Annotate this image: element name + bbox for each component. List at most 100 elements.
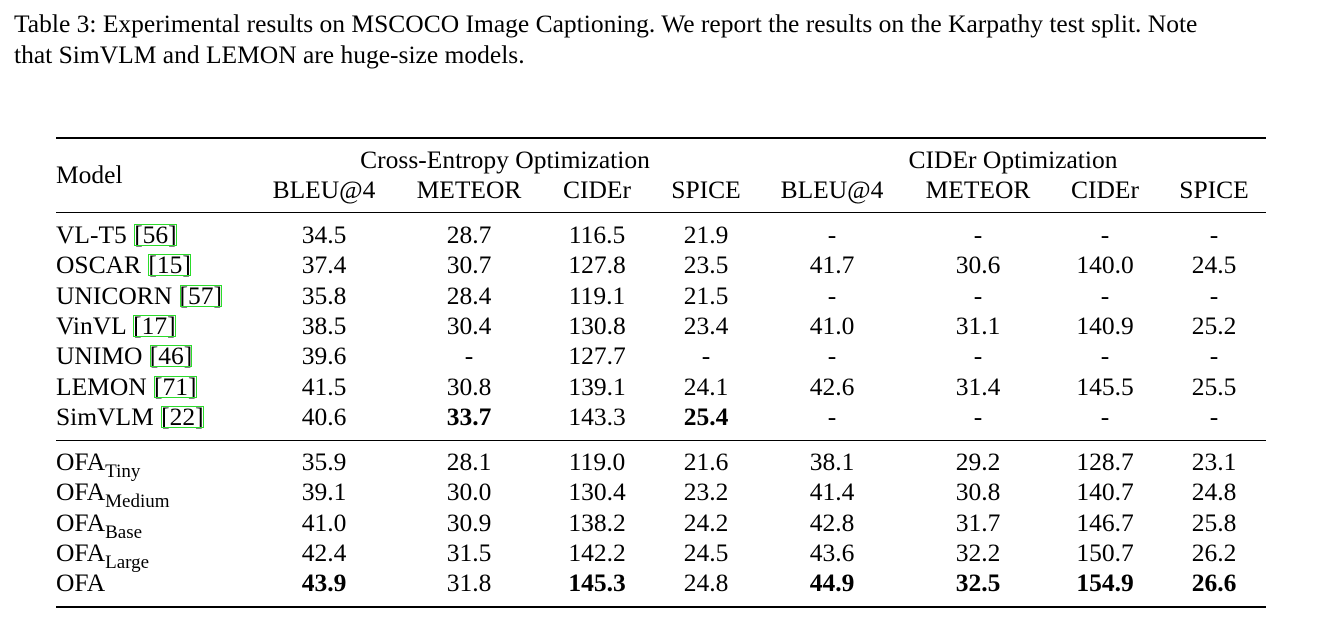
table-cell: 23.1 [1191,447,1237,476]
model-name-text: LEMON [56,371,154,401]
table-cell: 31.7 [955,507,1001,537]
table-cell: 24.2 [683,507,729,537]
model-name: OFAMedium [56,477,170,517]
table-cell: 40.6 [301,401,347,431]
model-name-text: OFA [56,507,106,537]
table-cell: 119.1 [568,280,626,310]
table-cell: 25.5 [1191,371,1237,401]
table-cell: 24.8 [683,568,729,598]
citation-link[interactable]: [17] [133,310,176,340]
table-cell: 41.0 [301,507,347,537]
metric-header: SPICE [1179,175,1249,204]
table-cell: 30.6 [955,250,1001,280]
metric-header: SPICE [671,175,741,204]
model-name-text: OSCAR [56,250,148,280]
model-name: OFABase [56,508,142,548]
model-name-text: OFA [56,477,106,507]
table-cell: 142.2 [568,537,626,567]
model-name: UNICORN [57] [56,281,223,311]
table-cell: 127.7 [568,341,626,371]
table-caption: Table 3: Experimental results on MSCOCO … [14,8,1314,70]
table-cell: 38.5 [301,310,347,340]
table-cell: 42.4 [301,537,347,567]
table-cell: - [1100,280,1110,310]
citation-link[interactable]: [46] [149,341,193,371]
table-cell: 140.0 [1076,250,1134,280]
model-name: OSCAR [15] [56,250,192,280]
table-cell: 31.4 [955,371,1001,401]
table-cell: 116.5 [568,220,626,249]
table-cell: 43.6 [809,537,855,567]
caption-line-2: that SimVLM and LEMON are huge-size mode… [14,40,525,69]
table-cell: 30.0 [446,477,492,507]
table-cell: - [973,401,983,431]
table-cell: - [827,280,837,310]
metric-header: CIDEr [1071,175,1139,204]
table-cell: 21.6 [683,447,729,476]
model-name-text: OFA [56,447,106,476]
table-cell: 21.5 [683,280,729,310]
table-cell: 41.5 [301,371,347,401]
table-cell: 24.1 [683,371,729,401]
table-cell: 119.0 [568,447,626,476]
table-cell: 38.1 [809,447,855,476]
table-cell: 28.1 [446,447,492,476]
table-cell: 26.6 [1191,568,1237,598]
table-cell: 25.8 [1191,507,1237,537]
cross-entropy-group-header: Cross-Entropy Optimization [360,145,650,174]
table-cell: 24.5 [683,537,729,567]
citation-link[interactable]: [57] [179,280,223,310]
table-cell: - [827,220,837,249]
table-cell: - [973,341,983,371]
model-name-text: VinVL [56,310,133,340]
table-cell: 30.9 [446,507,492,537]
table-cell: - [1100,401,1110,431]
model-name: VinVL [17] [56,311,177,341]
citation-link[interactable]: [22] [161,401,204,431]
table-cell: 35.8 [301,280,347,310]
caption-line-1: Table 3: Experimental results on MSCOCO … [14,9,1198,38]
table-cell: 25.4 [683,401,729,431]
table-cell: 154.9 [1076,568,1134,598]
metric-header: BLEU@4 [780,175,884,204]
table-cell: - [464,341,474,371]
table-cell: 31.5 [446,537,492,567]
header-rule [56,212,1266,214]
table-cell: 37.4 [301,250,347,280]
table-cell: 150.7 [1076,537,1134,567]
table-cell: 33.7 [446,401,492,431]
table-cell: 29.2 [955,447,1001,476]
citation-link[interactable]: [56] [134,220,177,249]
top-rule [56,137,1266,139]
bottom-rule [56,606,1266,608]
table-cell: - [973,280,983,310]
table-cell: 25.2 [1191,310,1237,340]
table-cell: 30.8 [446,371,492,401]
table-cell: - [1100,220,1110,249]
table-cell: 28.4 [446,280,492,310]
table-cell: 43.9 [301,568,347,598]
table-cell: 42.6 [809,371,855,401]
model-name-text: VL-T5 [56,220,134,249]
table-cell: 39.6 [301,341,347,371]
table-cell: 32.2 [955,537,1001,567]
metric-header: METEOR [925,175,1031,204]
table-cell: 23.5 [683,250,729,280]
model-name: OFATiny [56,447,140,487]
model-name-text: SimVLM [56,401,161,431]
table-cell: 130.8 [568,310,626,340]
citation-link[interactable]: [15] [148,250,191,280]
table-cell: 138.2 [568,507,626,537]
model-name: SimVLM [22] [56,402,205,432]
table-cell: 31.8 [446,568,492,598]
table-cell: 127.8 [568,250,626,280]
section-separator-rule [56,440,1266,442]
table-cell: - [973,220,983,249]
model-column-header: Model [56,160,123,189]
table-cell: 42.8 [809,507,855,537]
model-name-text: OFA [56,568,106,598]
model-name: OFA [56,568,105,598]
table-cell: - [1209,220,1219,249]
citation-link[interactable]: [71] [154,371,197,401]
table-cell: 35.9 [301,447,347,476]
